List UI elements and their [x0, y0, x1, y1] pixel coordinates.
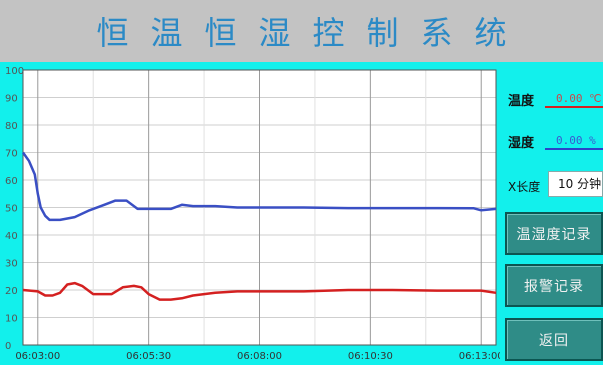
y-tick-label: 50 — [5, 204, 18, 215]
plot-border — [22, 69, 497, 346]
y-tick-label: 10 — [5, 314, 18, 325]
back-button[interactable]: 返回 — [505, 318, 603, 361]
temperature-value: 0.00 ℃ — [556, 92, 602, 105]
humidity-legend-line — [545, 148, 603, 150]
y-tick-label: 70 — [5, 149, 18, 160]
y-tick-label: 0 — [5, 341, 11, 352]
temperature-label: 温度 — [508, 94, 535, 109]
y-tick-label: 20 — [5, 286, 18, 297]
humidity-value: 0.00 % — [556, 134, 596, 147]
y-tick-label: 80 — [5, 121, 18, 132]
x-tick-label: 06:10:30 — [348, 351, 393, 362]
series-line-temperature — [22, 281, 497, 301]
humidity-label: 湿度 — [508, 136, 535, 151]
y-tick-label: 30 — [5, 259, 18, 270]
x-tick-label: 06:13:00 — [459, 351, 500, 362]
title-bar: 恒温恒湿控制系统 — [0, 0, 603, 62]
y-tick-label: 60 — [5, 176, 18, 187]
history-record-button[interactable]: 温湿度记录 — [505, 212, 603, 255]
y-tick-label: 90 — [5, 94, 18, 105]
series-line-humidity — [21, 151, 497, 222]
trend-chart: 0 10 20 30 40 50 60 70 80 90 100 06:03:00 06:05:30 06… — [3, 62, 500, 364]
x-tick-label: 06:03:00 — [15, 351, 60, 362]
x-length-label: X长度 — [508, 180, 541, 194]
x-tick-label: 06:08:00 — [237, 351, 282, 362]
y-tick-label: 40 — [5, 231, 18, 242]
x-length-field[interactable]: 10 分钟 — [548, 171, 603, 197]
y-tick-label: 100 — [5, 66, 24, 77]
alarm-record-button[interactable]: 报警记录 — [505, 264, 603, 307]
x-tick-label: 06:05:30 — [126, 351, 171, 362]
temperature-legend-line — [545, 106, 603, 108]
app-title: 恒温恒湿控制系统 — [96, 14, 529, 52]
trend-chart-svg: 0 10 20 30 40 50 60 70 80 90 100 06:03:00 06:05:30 06… — [5, 66, 500, 362]
